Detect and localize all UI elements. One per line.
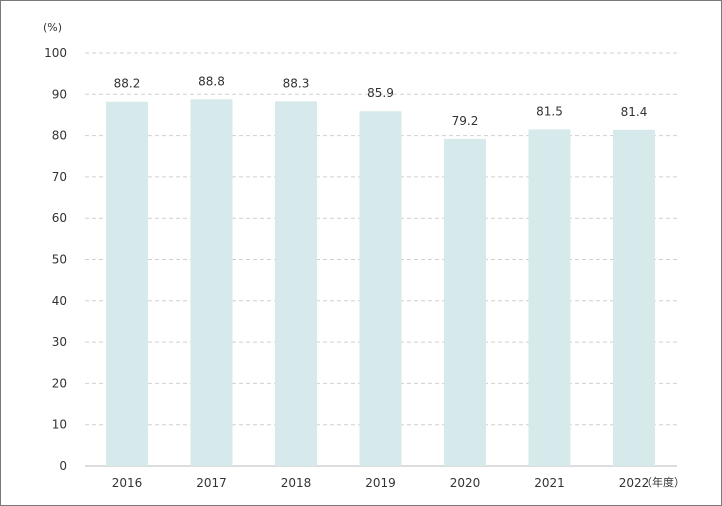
- y-tick-label-40: 40: [52, 294, 67, 308]
- x-tick-label-2018: 2018: [281, 476, 312, 490]
- y-tick-label-70: 70: [52, 170, 67, 184]
- x-axis-unit-label: （年度）: [641, 475, 685, 489]
- y-tick-label-0: 0: [59, 459, 67, 473]
- x-tick-label-2021: 2021: [534, 476, 565, 490]
- bar-2018: [275, 101, 317, 467]
- y-tick-label-50: 50: [52, 253, 67, 267]
- data-label-2022: 81.4: [621, 105, 648, 119]
- y-tick-label-90: 90: [52, 87, 67, 101]
- x-tick-label-2017: 2017: [196, 476, 227, 490]
- y-tick-label-60: 60: [52, 211, 67, 225]
- y-tick-label-10: 10: [52, 418, 67, 432]
- bar-2021: [528, 129, 571, 466]
- x-tick-label-2020: 2020: [450, 476, 481, 490]
- bar-2020: [444, 138, 486, 467]
- x-tick-label-2016: 2016: [112, 476, 143, 490]
- y-tick-label-80: 80: [52, 129, 67, 143]
- x-tick-label-2019: 2019: [365, 476, 396, 490]
- y-tick-label-20: 20: [52, 376, 67, 390]
- y-tick-label-30: 30: [52, 335, 67, 349]
- y-tick-label-100: 100: [44, 46, 67, 60]
- bar-2016: [106, 101, 148, 466]
- data-label-2021: 81.5: [536, 104, 563, 118]
- data-label-2018: 88.3: [283, 76, 310, 90]
- bar-2022: [613, 129, 655, 466]
- data-label-2017: 88.8: [198, 74, 225, 88]
- data-label-2016: 88.2: [114, 77, 141, 91]
- bar-2019: [359, 111, 402, 466]
- data-label-2019: 85.9: [367, 86, 394, 100]
- bar-2017: [190, 99, 233, 467]
- y-axis-unit-label: (%): [43, 21, 62, 34]
- data-label-2020: 79.2: [452, 114, 479, 128]
- x-tick-label-2022: 2022: [619, 476, 650, 490]
